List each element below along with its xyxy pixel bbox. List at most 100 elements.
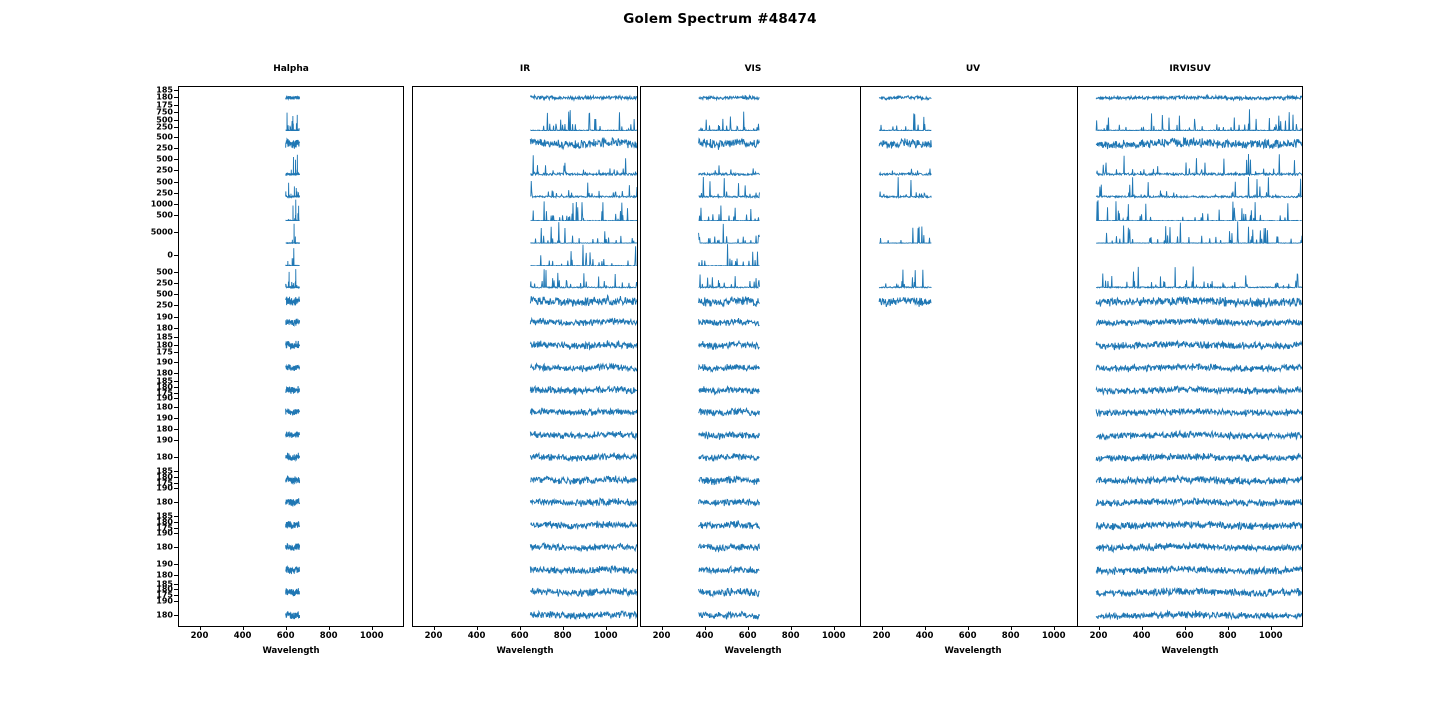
subplot-panel[interactable]	[178, 333, 404, 357]
subplot-panel[interactable]	[412, 558, 638, 582]
subplot-panel[interactable]	[860, 581, 1086, 605]
subplot-panel[interactable]	[1077, 153, 1303, 177]
subplot-panel[interactable]	[860, 198, 1086, 222]
subplot-panel[interactable]	[860, 558, 1086, 582]
subplot-panel[interactable]	[640, 423, 866, 447]
subplot-panel[interactable]	[178, 603, 404, 627]
subplot-panel[interactable]	[1077, 603, 1303, 627]
subplot-panel[interactable]	[1077, 581, 1303, 605]
subplot-panel[interactable]	[412, 153, 638, 177]
subplot-panel[interactable]	[640, 243, 866, 267]
subplot-panel[interactable]	[1077, 108, 1303, 132]
subplot-panel[interactable]	[860, 176, 1086, 200]
subplot-panel[interactable]	[178, 581, 404, 605]
subplot-panel[interactable]	[640, 221, 866, 245]
subplot-panel[interactable]	[412, 513, 638, 537]
subplot-panel[interactable]	[860, 311, 1086, 335]
subplot-panel[interactable]	[860, 423, 1086, 447]
subplot-panel[interactable]	[640, 513, 866, 537]
subplot-panel[interactable]	[178, 468, 404, 492]
subplot-panel[interactable]	[640, 603, 866, 627]
subplot-panel[interactable]	[412, 221, 638, 245]
subplot-panel[interactable]	[412, 356, 638, 380]
subplot-panel[interactable]	[640, 288, 866, 312]
subplot-panel[interactable]	[640, 131, 866, 155]
subplot-panel[interactable]	[860, 266, 1086, 290]
subplot-panel[interactable]	[640, 536, 866, 560]
subplot-panel[interactable]	[1077, 131, 1303, 155]
subplot-panel[interactable]	[860, 468, 1086, 492]
subplot-panel[interactable]	[178, 356, 404, 380]
subplot-panel[interactable]	[178, 176, 404, 200]
subplot-panel[interactable]	[178, 153, 404, 177]
subplot-panel[interactable]	[640, 446, 866, 470]
subplot-panel[interactable]	[860, 288, 1086, 312]
subplot-panel[interactable]	[412, 108, 638, 132]
subplot-panel[interactable]	[1077, 266, 1303, 290]
subplot-panel[interactable]	[860, 491, 1086, 515]
subplot-panel[interactable]	[640, 86, 866, 110]
subplot-panel[interactable]	[640, 333, 866, 357]
subplot-panel[interactable]	[412, 86, 638, 110]
subplot-panel[interactable]	[640, 581, 866, 605]
subplot-panel[interactable]	[178, 401, 404, 425]
subplot-panel[interactable]	[860, 378, 1086, 402]
subplot-panel[interactable]	[860, 221, 1086, 245]
subplot-panel[interactable]	[178, 446, 404, 470]
subplot-panel[interactable]	[178, 513, 404, 537]
subplot-panel[interactable]	[860, 86, 1086, 110]
subplot-panel[interactable]	[640, 558, 866, 582]
subplot-panel[interactable]	[412, 131, 638, 155]
subplot-panel[interactable]	[178, 378, 404, 402]
subplot-panel[interactable]	[178, 243, 404, 267]
subplot-panel[interactable]	[1077, 468, 1303, 492]
subplot-panel[interactable]	[640, 266, 866, 290]
subplot-panel[interactable]	[412, 176, 638, 200]
subplot-panel[interactable]	[178, 288, 404, 312]
subplot-panel[interactable]	[1077, 558, 1303, 582]
subplot-panel[interactable]	[860, 243, 1086, 267]
subplot-panel[interactable]	[1077, 333, 1303, 357]
subplot-panel[interactable]	[412, 491, 638, 515]
subplot-panel[interactable]	[178, 221, 404, 245]
subplot-panel[interactable]	[860, 153, 1086, 177]
subplot-panel[interactable]	[860, 446, 1086, 470]
subplot-panel[interactable]	[1077, 513, 1303, 537]
subplot-panel[interactable]	[412, 288, 638, 312]
subplot-panel[interactable]	[178, 198, 404, 222]
subplot-panel[interactable]	[1077, 311, 1303, 335]
subplot-panel[interactable]	[640, 378, 866, 402]
subplot-panel[interactable]	[178, 491, 404, 515]
subplot-panel[interactable]	[412, 243, 638, 267]
subplot-panel[interactable]	[178, 266, 404, 290]
subplot-panel[interactable]	[860, 603, 1086, 627]
subplot-panel[interactable]	[640, 356, 866, 380]
subplot-panel[interactable]	[1077, 491, 1303, 515]
subplot-panel[interactable]	[1077, 243, 1303, 267]
subplot-panel[interactable]	[412, 581, 638, 605]
subplot-panel[interactable]	[412, 536, 638, 560]
subplot-panel[interactable]	[860, 131, 1086, 155]
subplot-panel[interactable]	[178, 131, 404, 155]
subplot-panel[interactable]	[178, 108, 404, 132]
subplot-panel[interactable]	[412, 266, 638, 290]
subplot-panel[interactable]	[1077, 288, 1303, 312]
subplot-panel[interactable]	[1077, 221, 1303, 245]
subplot-panel[interactable]	[178, 536, 404, 560]
subplot-panel[interactable]	[1077, 198, 1303, 222]
subplot-panel[interactable]	[412, 378, 638, 402]
subplot-panel[interactable]	[412, 198, 638, 222]
subplot-panel[interactable]	[412, 446, 638, 470]
subplot-panel[interactable]	[1077, 356, 1303, 380]
subplot-panel[interactable]	[1077, 536, 1303, 560]
subplot-panel[interactable]	[1077, 446, 1303, 470]
subplot-panel[interactable]	[1077, 401, 1303, 425]
subplot-panel[interactable]	[412, 401, 638, 425]
subplot-panel[interactable]	[640, 311, 866, 335]
subplot-panel[interactable]	[412, 468, 638, 492]
subplot-panel[interactable]	[1077, 86, 1303, 110]
subplot-panel[interactable]	[860, 536, 1086, 560]
subplot-panel[interactable]	[640, 153, 866, 177]
subplot-panel[interactable]	[1077, 378, 1303, 402]
subplot-panel[interactable]	[1077, 176, 1303, 200]
